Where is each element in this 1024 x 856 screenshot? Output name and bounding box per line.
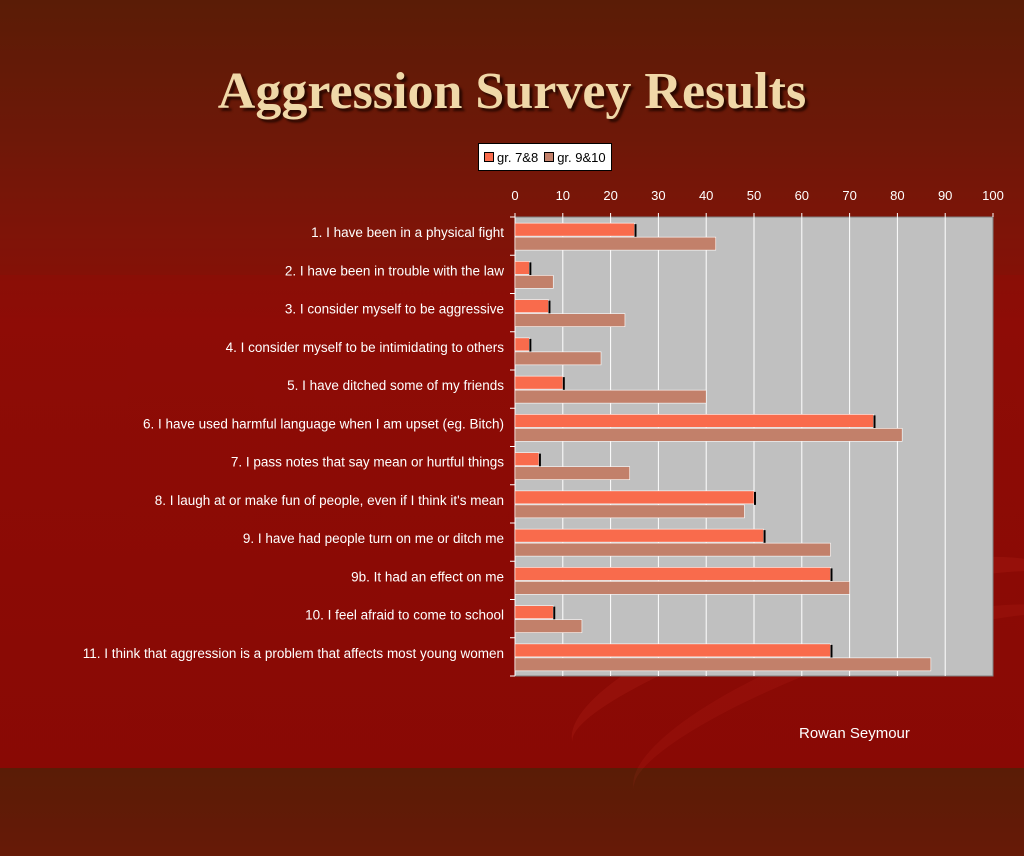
- x-tick-label: 60: [795, 188, 809, 203]
- bar-shadow: [553, 606, 556, 620]
- category-label: 4. I consider myself to be intimidating …: [226, 340, 505, 355]
- bar-series-1: [514, 452, 540, 466]
- bar-shadow: [529, 262, 532, 276]
- category-label: 10. I feel afraid to come to school: [305, 608, 504, 623]
- x-tick-label: 20: [603, 188, 617, 203]
- legend-entry-series-2: gr. 9&10: [544, 149, 606, 165]
- category-label: 5. I have ditched some of my friends: [287, 378, 504, 393]
- category-label: 1. I have been in a physical fight: [311, 225, 504, 240]
- bar-series-1: [514, 643, 831, 658]
- x-tick-label: 100: [982, 188, 1004, 203]
- bar-series-2: [514, 236, 717, 251]
- legend-swatch-series-2: [544, 152, 555, 162]
- bar-series-2: [514, 275, 554, 289]
- x-tick-label: 70: [842, 188, 856, 203]
- bar-shadow: [538, 453, 541, 467]
- bar-shadow: [548, 300, 551, 314]
- category-label: 11. I think that aggression is a problem…: [83, 646, 504, 661]
- category-label: 3. I consider myself to be aggressive: [285, 302, 504, 317]
- bar-shadow: [754, 491, 756, 505]
- legend-swatch-series-1: [484, 152, 494, 162]
- bar-series-1: [514, 605, 554, 619]
- slide-title: Aggression Survey Results: [217, 63, 807, 120]
- x-tick-label: 30: [651, 188, 665, 203]
- bar-series-2: [514, 351, 602, 366]
- bar-series-1: [514, 222, 635, 237]
- bar-series-2: [514, 389, 707, 404]
- x-tick-label: 0: [511, 188, 518, 203]
- bar-series-2: [514, 428, 903, 442]
- bar-series-2: [514, 466, 631, 480]
- bar-shadow: [830, 644, 833, 658]
- legend-label-series-2: gr. 9&10: [557, 149, 606, 165]
- bar-series-2: [514, 657, 932, 672]
- bar-shadow: [634, 224, 637, 238]
- bar-series-1: [514, 337, 530, 352]
- x-tick-label: 10: [556, 188, 570, 203]
- category-label: 9. I have had people turn on me or ditch…: [243, 531, 504, 546]
- bar-series-2: [514, 619, 583, 633]
- category-label: 6. I have used harmful language when I a…: [143, 416, 504, 431]
- x-tick-label: 40: [699, 188, 713, 203]
- author-credit: Rowan Seymour: [799, 725, 910, 742]
- bar-shadow: [873, 415, 876, 429]
- legend-entry-series-1: gr. 7&8: [484, 150, 538, 165]
- bar-shadow: [830, 568, 833, 582]
- bar-series-1: [514, 261, 530, 275]
- bar-chart: 0 10 20 30 40 50 60 70 80 90 100 1. I have been in …: [83, 188, 1004, 677]
- bar-series-2: [514, 313, 626, 327]
- x-tick-label: 50: [747, 188, 761, 203]
- x-tick-label: 80: [890, 188, 904, 203]
- bar-series-1: [514, 375, 564, 390]
- category-label: 8. I laugh at or make fun of people, eve…: [155, 493, 504, 508]
- category-label: 7. I pass notes that say mean or hurtful…: [231, 455, 504, 470]
- bar-shadow: [763, 530, 766, 544]
- legend-label-series-1: gr. 7&8: [497, 149, 539, 165]
- bar-series-2: [514, 542, 831, 557]
- bar-series-1: [514, 528, 764, 543]
- bar-shadow: [529, 338, 532, 352]
- category-label: 9b. It had an effect on me: [351, 569, 504, 584]
- bar-series-1: [514, 490, 755, 505]
- bar-series-2: [514, 504, 745, 519]
- bar-series-2: [514, 581, 850, 595]
- bar-shadow: [562, 377, 565, 391]
- chart-legend: gr. 7&8 gr. 9&10: [478, 143, 612, 171]
- bar-series-1: [514, 414, 874, 428]
- x-tick-label: 90: [938, 188, 952, 203]
- bar-series-1: [514, 567, 831, 581]
- category-label: 2. I have been in trouble with the law: [285, 263, 504, 278]
- bar-series-1: [514, 299, 549, 313]
